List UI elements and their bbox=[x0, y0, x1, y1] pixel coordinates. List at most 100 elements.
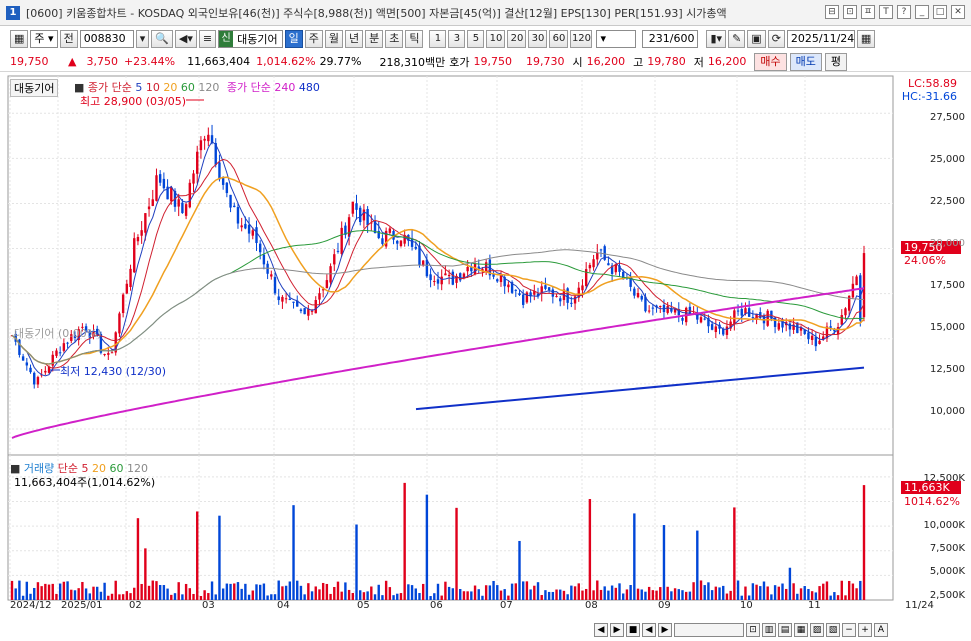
jeon-button[interactable]: 전 bbox=[59, 30, 78, 48]
data-count-field[interactable]: 231/600 bbox=[642, 30, 699, 48]
tab-period-tick[interactable]: 틱 bbox=[405, 30, 424, 48]
candle-settings-icon[interactable]: ▮▾ bbox=[706, 30, 727, 48]
volume-bar bbox=[503, 589, 506, 600]
link-icon[interactable]: ⊟ bbox=[825, 5, 839, 19]
stock-name-tag[interactable]: 대동기어 bbox=[10, 79, 59, 97]
volume-bar bbox=[584, 588, 588, 600]
volume-tick: 7,500K bbox=[929, 543, 965, 554]
interval-10[interactable]: 10 bbox=[486, 30, 506, 48]
volume-bar bbox=[522, 581, 525, 600]
volume-bar bbox=[481, 595, 484, 600]
volume-bar bbox=[562, 590, 566, 600]
volume-bar bbox=[544, 590, 547, 600]
menu-grid-icon[interactable]: ▦ bbox=[10, 30, 29, 48]
scroll-left-icon[interactable]: ◀ bbox=[594, 623, 608, 637]
candle-body bbox=[581, 285, 584, 291]
vol-ma5-label: 5 bbox=[81, 462, 89, 475]
maximize-icon[interactable]: □ bbox=[933, 5, 947, 19]
ma10-line bbox=[11, 158, 865, 369]
zoom-reset-icon[interactable]: ⊡ bbox=[746, 623, 760, 637]
candle-body bbox=[47, 366, 51, 373]
volume-bar bbox=[333, 586, 336, 600]
volume-bar bbox=[133, 587, 136, 600]
save-icon[interactable]: ▣ bbox=[747, 30, 766, 48]
calendar-icon[interactable]: ▦ bbox=[856, 30, 876, 48]
corp-name-box[interactable]: 신 대동기어 bbox=[218, 30, 283, 48]
volume-bar bbox=[529, 589, 532, 600]
chart-type-icon[interactable]: ▨ bbox=[810, 623, 824, 637]
data-count-total: /600 bbox=[669, 32, 695, 45]
interval-5[interactable]: 5 bbox=[467, 30, 485, 48]
candle-body bbox=[236, 207, 240, 224]
help-icon[interactable]: ? bbox=[897, 5, 911, 19]
stock-code-input[interactable]: 008830 bbox=[79, 30, 134, 48]
volume-bar bbox=[244, 583, 247, 600]
tool-icon[interactable]: T bbox=[879, 5, 893, 19]
pin-icon[interactable]: ㅍ bbox=[861, 5, 875, 19]
candle-body bbox=[525, 292, 529, 303]
zoom-out-step-icon[interactable]: ▤ bbox=[778, 623, 792, 637]
tab-period-week[interactable]: 주 bbox=[304, 30, 323, 48]
interval-60[interactable]: 60 bbox=[549, 30, 569, 48]
candle-body bbox=[733, 310, 736, 325]
minimize-icon[interactable]: _ bbox=[915, 5, 929, 19]
search-icon[interactable]: 🔍 bbox=[151, 30, 173, 48]
chart-area[interactable]: 대동기어 ■ 종가 단순 5 10 20 60 120 종가 단순 240 48… bbox=[0, 74, 971, 641]
tab-period-month[interactable]: 월 bbox=[324, 30, 343, 48]
volume-bar bbox=[629, 585, 632, 600]
volume-bar bbox=[577, 583, 580, 600]
candle-body bbox=[177, 199, 180, 207]
interval-1[interactable]: 1 bbox=[429, 30, 447, 48]
ma60-label: 60 bbox=[180, 81, 195, 94]
volume-bar bbox=[670, 591, 673, 600]
close-icon[interactable]: ✕ bbox=[951, 5, 965, 19]
chart-tools-icon[interactable]: ✎ bbox=[728, 30, 746, 48]
interval-custom-select[interactable]: ▾ bbox=[596, 30, 637, 48]
refresh-icon[interactable]: ⟳ bbox=[767, 30, 785, 48]
period-type-select[interactable]: 주 ▾ bbox=[30, 30, 58, 48]
tab-period-second[interactable]: 초 bbox=[385, 30, 404, 48]
candle-body bbox=[414, 246, 417, 249]
price-volume-chart[interactable] bbox=[0, 74, 971, 619]
eval-button[interactable]: 평 bbox=[824, 52, 847, 71]
interval-120[interactable]: 120 bbox=[570, 30, 593, 48]
candle-body bbox=[459, 273, 462, 281]
volume-bar bbox=[229, 583, 232, 600]
chart-layout-icon[interactable]: ▦ bbox=[794, 623, 808, 637]
volume-bar bbox=[296, 580, 299, 600]
tab-period-day[interactable]: 일 bbox=[284, 30, 303, 48]
interval-20[interactable]: 20 bbox=[507, 30, 527, 48]
interval-30[interactable]: 30 bbox=[528, 30, 548, 48]
volume-bar bbox=[240, 588, 243, 600]
volume-bar bbox=[725, 593, 729, 600]
volume-bar bbox=[421, 583, 425, 600]
code-dropdown-icon[interactable]: ▾ bbox=[135, 30, 150, 48]
tab-period-minute[interactable]: 분 bbox=[365, 30, 384, 48]
prev-next-icon[interactable]: ≡ bbox=[198, 30, 217, 48]
date-input[interactable]: 2025/11/24 bbox=[786, 30, 855, 48]
candle-body bbox=[477, 266, 480, 269]
volume-bar bbox=[221, 588, 225, 600]
candle-body bbox=[170, 187, 173, 202]
font-size-icon[interactable]: A bbox=[874, 623, 888, 637]
volume-bar bbox=[362, 592, 366, 600]
play-forward-icon[interactable]: ▶ bbox=[658, 623, 672, 637]
sell-button[interactable]: 매도 bbox=[789, 52, 822, 71]
ma20-line bbox=[11, 176, 865, 365]
zoom-out-icon[interactable]: − bbox=[842, 623, 856, 637]
stop-icon[interactable]: ■ bbox=[626, 623, 640, 637]
scroll-right-icon[interactable]: ▶ bbox=[610, 623, 624, 637]
interval-3[interactable]: 3 bbox=[448, 30, 466, 48]
buy-button[interactable]: 매수 bbox=[754, 52, 787, 71]
zoom-in-step-icon[interactable]: ▥ bbox=[762, 623, 776, 637]
restore-icon[interactable]: ⊡ bbox=[843, 5, 857, 19]
zoom-in-icon[interactable]: + bbox=[858, 623, 872, 637]
chart-style-icon[interactable]: ▧ bbox=[826, 623, 840, 637]
volume-tick: 2,500K bbox=[929, 590, 965, 601]
tab-period-year[interactable]: 년 bbox=[344, 30, 364, 48]
scroll-track[interactable] bbox=[674, 623, 744, 637]
candle-body bbox=[21, 356, 25, 361]
volume-bar bbox=[703, 585, 706, 600]
play-back-icon[interactable]: ◀ bbox=[642, 623, 656, 637]
speaker-icon[interactable]: ◀▾ bbox=[174, 30, 197, 48]
